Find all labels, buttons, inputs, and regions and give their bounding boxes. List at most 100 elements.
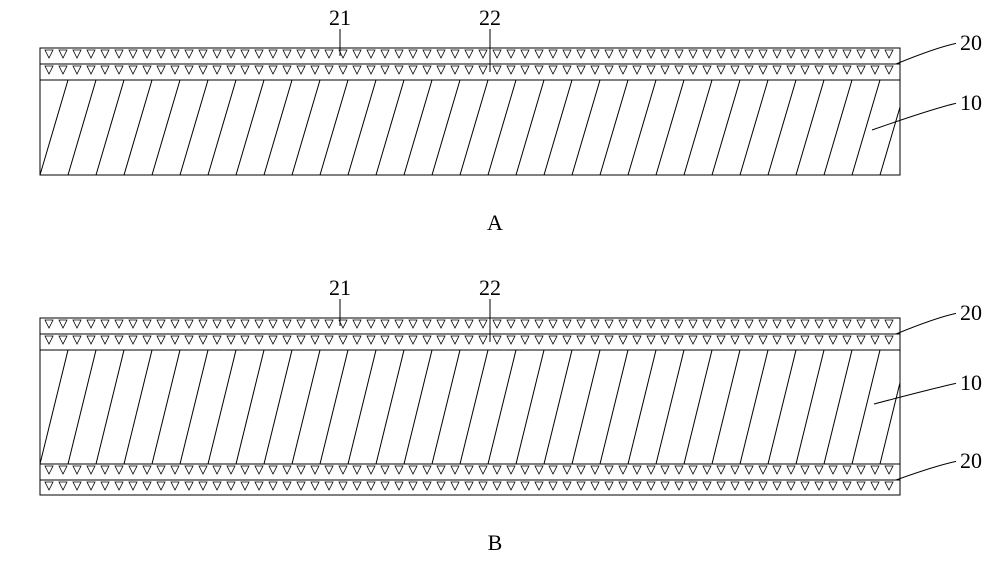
triangle-icon xyxy=(549,320,557,328)
triangle-icon xyxy=(843,466,851,474)
triangle-icon xyxy=(115,466,123,474)
hatch-line xyxy=(264,80,292,175)
triangle-icon xyxy=(563,482,571,490)
hatch-line xyxy=(348,80,376,175)
triangle-icon xyxy=(633,482,641,490)
triangle-icon xyxy=(801,336,809,344)
triangle-icon xyxy=(143,482,151,490)
triangle-icon xyxy=(199,320,207,328)
triangle-icon xyxy=(171,50,179,58)
triangle-icon xyxy=(395,66,403,74)
triangle-icon xyxy=(325,66,333,74)
triangle-icon xyxy=(185,320,193,328)
triangle-icon xyxy=(255,50,263,58)
triangle-icon xyxy=(493,66,501,74)
hatch-line xyxy=(40,350,68,464)
triangle-icon xyxy=(45,482,53,490)
hatch-line xyxy=(768,80,796,175)
triangle-icon xyxy=(129,482,137,490)
hatch-line xyxy=(96,350,124,464)
triangle-icon xyxy=(157,336,165,344)
triangle-icon xyxy=(829,320,837,328)
triangle-icon xyxy=(339,466,347,474)
triangle-icon xyxy=(507,320,515,328)
triangle-icon xyxy=(199,482,207,490)
triangle-icon xyxy=(549,336,557,344)
triangle-icon xyxy=(773,320,781,328)
triangle-icon xyxy=(185,50,193,58)
triangle-icon xyxy=(87,66,95,74)
triangle-icon xyxy=(745,66,753,74)
triangle-icon xyxy=(885,466,893,474)
triangle-icon xyxy=(283,466,291,474)
hatch-line xyxy=(488,350,516,464)
triangle-icon xyxy=(409,50,417,58)
triangle-icon xyxy=(801,466,809,474)
hatch-line xyxy=(796,350,824,464)
triangle-icon xyxy=(829,66,837,74)
triangle-icon xyxy=(143,466,151,474)
hatch-line xyxy=(404,350,432,464)
triangle-icon xyxy=(759,482,767,490)
triangle-icon xyxy=(227,320,235,328)
triangle-icon xyxy=(297,482,305,490)
panel-a-top-labels: 2122 xyxy=(329,5,501,72)
triangle-icon xyxy=(227,466,235,474)
triangle-icon xyxy=(871,336,879,344)
triangle-icon xyxy=(507,336,515,344)
triangle-icon xyxy=(885,336,893,344)
triangle-icon xyxy=(255,466,263,474)
triangle-icon xyxy=(199,336,207,344)
triangle-icon xyxy=(843,66,851,74)
triangle-icon xyxy=(367,336,375,344)
triangle-icon xyxy=(787,50,795,58)
triangle-icon xyxy=(87,482,95,490)
callout-label: 21 xyxy=(329,275,351,300)
triangle-icon xyxy=(283,320,291,328)
triangle-icon xyxy=(661,466,669,474)
triangle-icon xyxy=(829,466,837,474)
triangle-icon xyxy=(787,320,795,328)
triangle-icon xyxy=(479,320,487,328)
triangle-icon xyxy=(73,66,81,74)
triangle-icon xyxy=(423,320,431,328)
triangle-icon xyxy=(325,320,333,328)
triangle-icon xyxy=(731,66,739,74)
triangle-icon xyxy=(325,482,333,490)
triangle-icon xyxy=(325,466,333,474)
triangle-icon xyxy=(129,66,137,74)
triangle-icon xyxy=(465,320,473,328)
triangle-icon xyxy=(73,482,81,490)
triangle-icon xyxy=(787,66,795,74)
hatch-line xyxy=(432,80,460,175)
triangle-icon xyxy=(871,320,879,328)
triangle-icon xyxy=(297,466,305,474)
triangle-icon xyxy=(857,66,865,74)
triangle-icon xyxy=(605,482,613,490)
triangle-icon xyxy=(717,320,725,328)
triangle-icon xyxy=(129,466,137,474)
triangle-icon xyxy=(549,50,557,58)
hatch-line xyxy=(516,350,544,464)
triangle-icon xyxy=(717,66,725,74)
triangle-icon xyxy=(787,336,795,344)
hatch-line xyxy=(880,107,900,175)
triangle-icon xyxy=(87,336,95,344)
triangle-icon xyxy=(661,336,669,344)
triangle-icon xyxy=(213,482,221,490)
triangle-icon xyxy=(423,466,431,474)
callout-label: 20 xyxy=(960,300,982,325)
triangle-icon xyxy=(605,320,613,328)
hatch-line xyxy=(740,80,768,175)
triangle-icon xyxy=(787,482,795,490)
triangle-icon xyxy=(521,482,529,490)
triangle-icon xyxy=(591,66,599,74)
triangle-icon xyxy=(269,336,277,344)
triangle-icon xyxy=(437,50,445,58)
hatch-line xyxy=(544,350,572,464)
hatch-line xyxy=(516,80,544,175)
triangle-icon xyxy=(689,466,697,474)
triangle-icon xyxy=(101,50,109,58)
triangle-icon xyxy=(703,482,711,490)
triangle-icon xyxy=(143,66,151,74)
